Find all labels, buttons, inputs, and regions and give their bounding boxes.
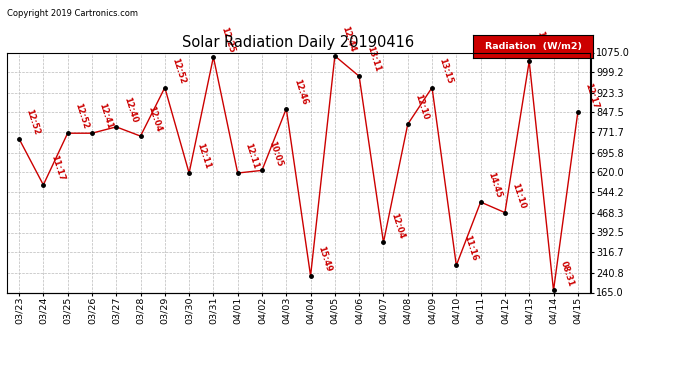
Text: 12:11: 12:11 <box>244 142 260 170</box>
Text: 12:04: 12:04 <box>146 105 163 134</box>
Text: 11:16: 11:16 <box>462 234 479 262</box>
Text: 12:11: 12:11 <box>195 142 212 170</box>
Text: Radiation  (W/m2): Radiation (W/m2) <box>484 42 582 51</box>
Text: 12:46: 12:46 <box>292 78 308 106</box>
Text: 11:17: 11:17 <box>49 154 66 182</box>
Text: 13:15: 13:15 <box>437 57 455 85</box>
Text: 12:17: 12:17 <box>583 81 600 110</box>
Text: 12:25: 12:25 <box>219 26 236 54</box>
Text: 10:05: 10:05 <box>268 140 284 168</box>
Text: 08:31: 08:31 <box>559 260 576 288</box>
Text: 12:52: 12:52 <box>73 102 90 130</box>
Text: 15:49: 15:49 <box>316 245 333 273</box>
Text: 12:44: 12:44 <box>340 25 357 53</box>
Title: Solar Radiation Daily 20190416: Solar Radiation Daily 20190416 <box>182 35 415 50</box>
Text: 12:40: 12:40 <box>121 96 139 124</box>
Text: 12:52: 12:52 <box>25 108 41 136</box>
Text: 13:11: 13:11 <box>365 45 382 74</box>
Text: 11:10: 11:10 <box>535 30 551 58</box>
Text: 12:04: 12:04 <box>389 211 406 240</box>
Text: 11:10: 11:10 <box>511 182 527 210</box>
Text: 12:41: 12:41 <box>97 102 115 130</box>
Text: Copyright 2019 Cartronics.com: Copyright 2019 Cartronics.com <box>7 9 138 18</box>
Text: 12:10: 12:10 <box>413 93 430 122</box>
Text: 12:52: 12:52 <box>170 57 187 85</box>
Text: 14:45: 14:45 <box>486 171 503 199</box>
